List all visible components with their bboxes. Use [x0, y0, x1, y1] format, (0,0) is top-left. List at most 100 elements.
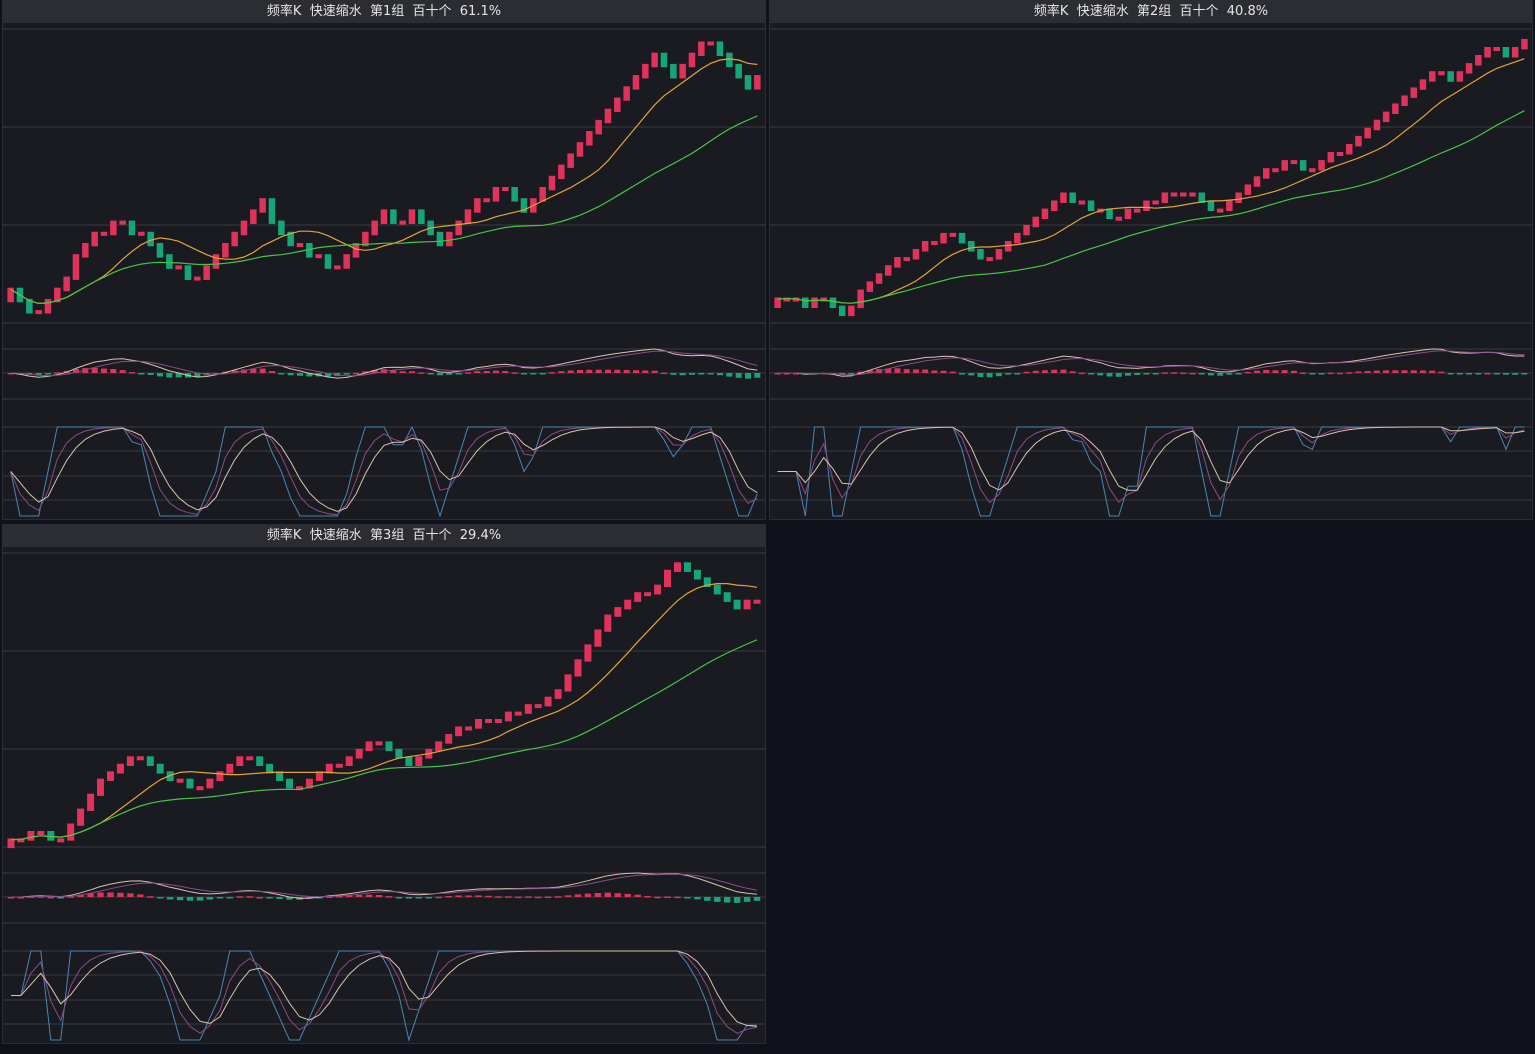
histogram-bar — [67, 896, 74, 898]
histogram-bar — [1456, 373, 1463, 375]
candle-bar — [866, 281, 874, 292]
candle-bar — [44, 298, 52, 314]
candle-bar — [47, 831, 55, 841]
candle-bar — [446, 231, 453, 247]
histogram-bar — [743, 897, 751, 902]
candle-bar — [492, 187, 500, 202]
histogram-bar — [694, 897, 701, 900]
candle-bar — [63, 276, 70, 292]
histogram-bar — [931, 370, 938, 373]
candle-bar — [485, 719, 492, 723]
candle-bar — [713, 584, 721, 595]
chart-panel-1: 频率K 快速缩水 第1组 百十个 61.1% — [2, 0, 766, 520]
histogram-bar — [922, 369, 929, 373]
histogram-bar — [793, 373, 799, 375]
candle-bar — [464, 209, 472, 224]
histogram-bar — [894, 368, 901, 373]
histogram-bar — [196, 897, 204, 901]
chart-panel-2: 频率K 快速缩水 第2组 百十个 40.8% — [769, 0, 1533, 520]
candle-bar — [335, 763, 343, 768]
candle-bar — [703, 577, 711, 587]
candle-bar — [1511, 47, 1519, 58]
candle-bar — [838, 305, 846, 317]
candle-bar — [586, 131, 593, 146]
histogram-bar — [664, 896, 671, 898]
candle-bar — [194, 276, 201, 281]
histogram-bar — [1447, 373, 1454, 375]
histogram-bar — [774, 373, 781, 375]
candle-bar — [27, 831, 35, 841]
candle-bar — [688, 52, 696, 68]
candle-bar — [126, 756, 134, 766]
candle-bar — [894, 257, 901, 268]
candle-bar — [614, 97, 621, 112]
candle-bar — [110, 220, 117, 236]
histogram-bar — [355, 895, 363, 897]
candle-bar — [91, 231, 98, 247]
chart-canvas — [3, 28, 765, 518]
candle-bar — [324, 254, 332, 269]
histogram-bar — [1125, 373, 1131, 376]
histogram-bar — [717, 373, 723, 376]
candle-bar — [829, 297, 837, 308]
candle-bar — [958, 232, 966, 244]
candle-bar — [885, 265, 892, 276]
histogram-bar — [365, 894, 373, 897]
candle-bar — [147, 231, 154, 247]
candle-bar — [534, 704, 542, 709]
histogram-bar — [754, 373, 761, 378]
candle-bar — [266, 763, 274, 774]
histogram-bar — [698, 373, 705, 375]
histogram-bar — [1466, 373, 1472, 375]
histogram-bar — [206, 897, 214, 900]
candle-bar — [554, 689, 562, 699]
candle-bar — [726, 52, 733, 68]
histogram-bar — [594, 893, 602, 897]
candle-bar — [624, 599, 632, 610]
candle-bar — [7, 287, 14, 303]
candle-bar — [912, 249, 920, 260]
histogram-bar — [166, 373, 173, 378]
histogram-bar — [753, 897, 761, 901]
candle-bar — [72, 254, 80, 280]
candle-bar — [1078, 200, 1086, 205]
histogram-bar — [1069, 371, 1076, 373]
candle-bar — [524, 704, 532, 714]
osc-d-line — [777, 426, 1525, 491]
histogram-bar — [1014, 373, 1021, 375]
histogram-bar — [642, 370, 649, 373]
candle-bar — [445, 734, 453, 744]
candle-bar — [614, 607, 622, 617]
histogram-bar — [127, 893, 134, 897]
histogram-bar — [567, 370, 574, 373]
histogram-bar — [362, 371, 369, 373]
candle-bar — [107, 771, 114, 781]
candle-bar — [7, 838, 15, 849]
histogram-bar — [558, 371, 565, 373]
candle-bar — [774, 297, 781, 308]
candle-bar — [735, 63, 742, 79]
histogram-bar — [87, 893, 94, 897]
histogram-bar — [995, 373, 1002, 377]
histogram-bar — [707, 373, 714, 375]
histogram-bar — [1235, 373, 1242, 375]
candle-bar — [436, 231, 444, 247]
histogram-bar — [1005, 373, 1011, 375]
histogram-bar — [475, 895, 482, 897]
candle-bar — [1336, 152, 1344, 156]
histogram-bar — [1373, 370, 1380, 373]
candle-bar — [212, 254, 220, 269]
histogram-bar — [968, 373, 975, 376]
histogram-bar — [604, 892, 611, 897]
candle-bar — [604, 614, 612, 632]
histogram-bar — [395, 897, 403, 899]
candle-bar — [276, 771, 284, 781]
histogram-bar — [1383, 370, 1389, 373]
histogram-bar — [385, 896, 393, 898]
candle-bar — [1429, 71, 1436, 82]
candle-bar — [754, 75, 761, 90]
candle-bar — [380, 209, 388, 224]
candle-bar — [693, 569, 701, 580]
candle-bar — [968, 241, 975, 252]
histogram-bar — [455, 373, 462, 375]
